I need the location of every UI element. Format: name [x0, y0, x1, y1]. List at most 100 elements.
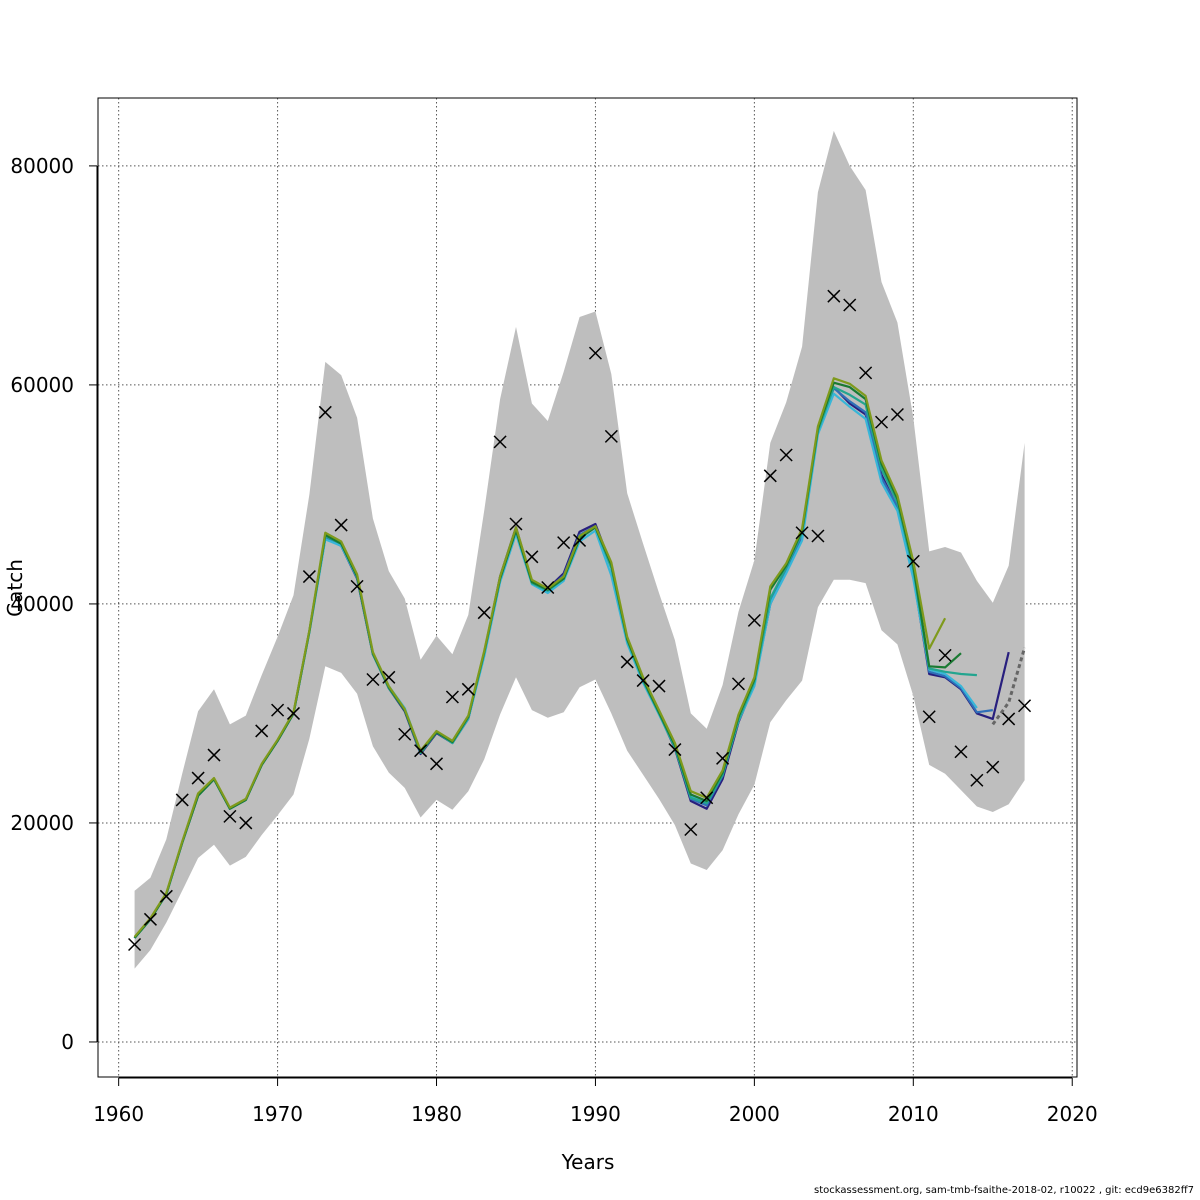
observed-point-stroke — [302, 570, 316, 584]
observed-point-stroke — [954, 745, 968, 759]
y-tick-label: 60000 — [10, 373, 74, 397]
observed-point — [859, 366, 873, 380]
series-line-7 — [991, 647, 1027, 726]
observed-points — [128, 289, 1032, 952]
observed-point — [874, 415, 889, 429]
observed-point — [128, 937, 142, 952]
observed-point-stroke — [731, 677, 746, 691]
x-tick-label: 2010 — [888, 1102, 939, 1126]
observed-point — [747, 613, 761, 627]
observed-point-stroke — [588, 346, 602, 360]
observed-point — [302, 570, 316, 584]
observed-point-stroke — [239, 816, 253, 830]
axes: 1960 1970 1980 1990 2000 2010 2020 0 20000 40000 6… — [10, 154, 1097, 1126]
observed-point — [573, 533, 587, 547]
series-line-6 — [133, 377, 947, 938]
observed-point — [175, 793, 189, 807]
observed-point-stroke — [747, 613, 761, 627]
x-tick-label: 2000 — [729, 1102, 780, 1126]
observed-point — [223, 809, 237, 823]
observed-point — [763, 469, 777, 483]
observed-point-stroke — [636, 674, 650, 688]
observed-point-stroke — [541, 580, 555, 595]
observed-point — [954, 745, 968, 759]
y-axis-title: Catch — [3, 559, 27, 617]
observed-point-stroke — [890, 407, 904, 422]
observed-point — [795, 526, 809, 540]
observed-point — [668, 743, 682, 757]
observed-point — [557, 536, 571, 550]
observed-point-stroke — [874, 415, 889, 429]
observed-point — [922, 710, 936, 724]
observed-point — [493, 435, 507, 449]
observed-point — [827, 289, 841, 303]
observed-point-stroke — [509, 517, 523, 531]
observed-point — [636, 674, 650, 688]
observed-point — [445, 690, 459, 704]
observed-point-stroke — [334, 518, 348, 532]
observed-point-stroke — [827, 289, 841, 303]
observed-point — [191, 771, 205, 785]
observed-point — [843, 298, 857, 312]
observed-point-stroke — [382, 670, 396, 684]
observed-point-stroke — [986, 760, 1000, 774]
observed-point-stroke — [223, 809, 237, 823]
observed-point-stroke — [1018, 699, 1032, 713]
observed-point-stroke — [652, 679, 666, 693]
observed-point-stroke — [843, 298, 857, 312]
observed-point-stroke — [620, 655, 634, 669]
observed-point-stroke — [207, 748, 221, 762]
observed-point-stroke — [159, 889, 173, 903]
observed-point — [143, 912, 157, 926]
observed-point-stroke — [716, 751, 730, 765]
x-tick-label: 1990 — [570, 1102, 621, 1126]
observed-point-stroke — [271, 703, 285, 717]
observed-point — [318, 405, 332, 419]
observed-point-stroke — [143, 912, 157, 926]
observed-point — [779, 448, 793, 462]
observed-point — [620, 655, 634, 669]
observed-point — [414, 744, 428, 758]
y-tick-label: 0 — [61, 1030, 74, 1054]
observed-point-stroke — [461, 682, 475, 696]
observed-point — [207, 748, 221, 762]
observed-point-stroke — [763, 469, 777, 483]
observed-point — [731, 677, 746, 691]
observed-point-stroke — [573, 533, 587, 547]
observed-point-stroke — [398, 727, 412, 741]
observed-point-stroke — [525, 550, 539, 564]
observed-point — [429, 757, 444, 771]
y-tick-label: 20000 — [10, 811, 74, 835]
observed-point-stroke — [938, 648, 952, 662]
observed-point — [286, 706, 301, 720]
observed-point — [509, 517, 523, 531]
observed-point — [1018, 699, 1032, 713]
observed-point — [461, 682, 475, 696]
observed-point — [398, 727, 412, 741]
observed-point-stroke — [668, 743, 682, 757]
observed-point — [986, 760, 1000, 774]
observed-point-stroke — [286, 706, 301, 720]
confidence-band-layer — [134, 130, 1025, 969]
x-axis-title: Years — [561, 1150, 615, 1174]
series-lines — [133, 377, 1027, 939]
observed-point-stroke — [255, 724, 269, 738]
observed-point — [255, 724, 269, 738]
observed-point-stroke — [779, 448, 793, 462]
observed-point — [906, 554, 920, 568]
x-tick-label: 1970 — [252, 1102, 303, 1126]
observed-point — [604, 429, 618, 443]
observed-point-stroke — [318, 405, 332, 419]
observed-point — [334, 518, 348, 532]
observed-point-stroke — [604, 429, 618, 443]
observed-point — [350, 579, 364, 593]
observed-point-stroke — [811, 529, 825, 543]
observed-point — [700, 791, 714, 805]
observed-point — [811, 529, 825, 543]
observed-point — [588, 346, 602, 360]
observed-point-stroke — [684, 822, 698, 837]
observed-point — [1002, 712, 1016, 726]
observed-point-stroke — [795, 526, 809, 540]
x-tick-label: 1980 — [411, 1102, 462, 1126]
x-tick-label: 1960 — [93, 1102, 144, 1126]
